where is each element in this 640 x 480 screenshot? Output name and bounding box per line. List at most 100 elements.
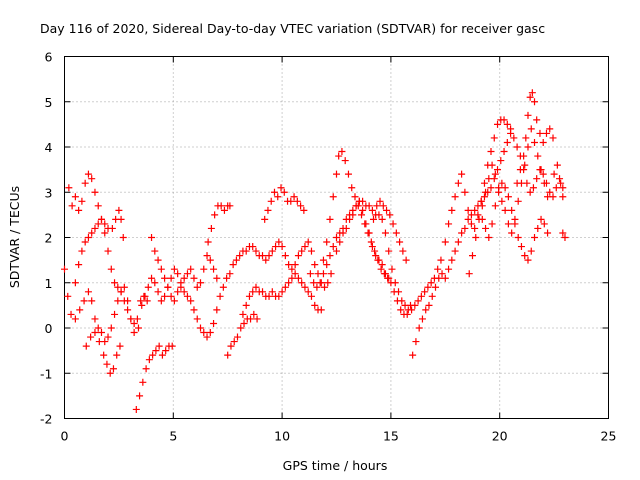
data-point [552,184,560,192]
data-point [346,215,354,223]
data-point [132,405,140,413]
data-point [206,329,214,337]
data-point [471,224,479,232]
data-point [524,111,532,119]
data-point [549,134,557,142]
data-point [134,324,142,332]
data-point [88,175,96,183]
data-point [438,270,446,278]
data-point [559,229,567,237]
data-point [342,224,350,232]
data-point [467,220,475,228]
data-point [81,238,89,246]
data-point [290,193,298,201]
data-point [84,234,92,241]
data-point [508,206,516,214]
data-point [200,329,208,337]
data-point [378,261,386,269]
data-point [478,202,486,210]
data-point [497,157,505,165]
data-point [465,270,473,278]
data-point [301,243,309,251]
data-point [386,211,394,219]
data-point [504,220,512,228]
data-point [249,288,257,296]
series-track-9 [224,310,261,359]
data-point [559,184,567,192]
data-point [75,206,83,214]
data-point [170,297,178,305]
data-point [421,288,429,296]
data-point [142,365,150,373]
data-point [291,261,299,269]
data-point [250,310,258,318]
series-track-18 [465,125,552,278]
data-point [367,238,375,246]
data-point [487,184,495,192]
data-point [193,283,201,291]
data-point [323,238,331,246]
data-point [267,197,275,205]
data-point [329,243,337,251]
data-point [362,220,370,228]
data-point [274,193,282,201]
data-point [170,265,178,273]
x-tick-label: 0 [61,429,69,444]
data-point [539,138,547,146]
data-point [527,125,535,133]
data-point [437,256,445,264]
data-point [375,211,383,219]
data-point [207,224,215,232]
data-point [478,215,486,223]
data-point [358,211,366,219]
data-point [448,206,456,214]
data-point [385,274,393,282]
data-point [155,342,163,350]
data-point [480,193,488,201]
data-point [539,170,547,178]
data-point [467,211,475,219]
data-point [503,138,511,146]
data-point [310,279,318,287]
data-point [94,202,102,210]
data-point [501,206,509,214]
data-point [441,274,449,282]
data-point [534,224,542,232]
data-point [311,301,319,309]
data-point [139,378,147,386]
data-point [203,333,211,341]
data-point [448,256,456,264]
data-point [537,215,545,223]
data-point [300,206,308,214]
x-tick-label: 5 [169,429,177,444]
data-point [152,347,160,355]
data-point [84,288,92,296]
data-point [224,351,232,359]
data-point [316,279,324,287]
data-point [510,134,518,142]
data-point [94,220,102,228]
data-point [95,338,103,346]
data-point [91,329,99,337]
data-point [265,252,273,260]
data-point [513,179,521,187]
data-point [190,306,198,314]
data-point [149,351,157,359]
data-point [216,292,224,300]
data-point [206,256,214,264]
data-point [148,234,156,241]
data-point [67,310,75,318]
data-point [445,265,453,273]
data-point [177,283,185,291]
series-track-3 [71,215,151,327]
data-point [339,229,347,237]
data-point [544,229,552,237]
data-point [427,279,435,287]
data-point [508,229,516,237]
data-point [278,243,286,251]
data-point [187,297,195,305]
data-point [389,220,397,228]
data-point [534,152,542,160]
data-point [103,360,111,368]
data-point [81,179,89,187]
